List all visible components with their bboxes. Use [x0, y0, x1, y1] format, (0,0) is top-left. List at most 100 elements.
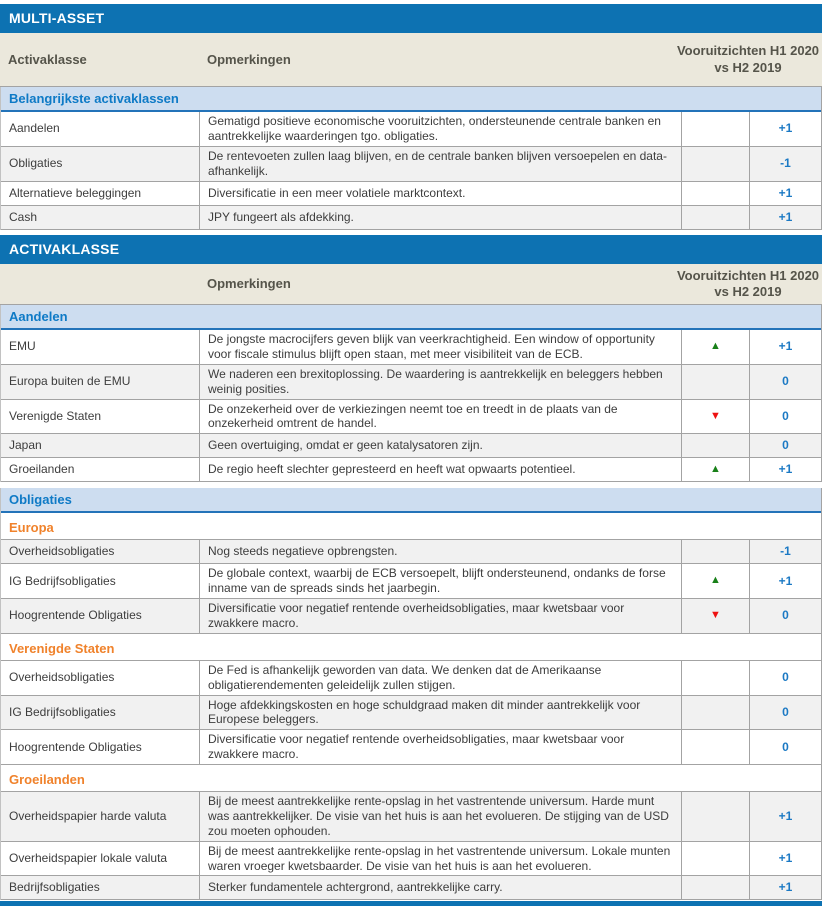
trend-cell — [682, 205, 750, 229]
asset-class-cell: IG Bedrijfsobligaties — [1, 564, 200, 598]
column-header-outlook: Vooruitzichten H1 2020 vs H2 2019 — [676, 267, 820, 299]
asset-class-cell: Verenigde Staten — [1, 399, 200, 434]
outlook-score-cell: 0 — [782, 704, 789, 719]
outlook-score-cell: 0 — [782, 670, 789, 685]
table-row: Cash JPY fungeert als afdekking. +1 — [1, 205, 821, 230]
column-header-row: Opmerkingen Vooruitzichten H1 2020 vs H2… — [0, 263, 822, 305]
outlook-score-cell: -1 — [780, 544, 791, 559]
comment-cell: Nog steeds negatieve opbrengsten. — [200, 540, 682, 564]
table-row: Hoogrentende Obligaties Diversificatie vo… — [1, 730, 821, 765]
trend-up-icon: ▲ — [710, 340, 721, 353]
comment-cell: Bij de meest aantrekkelijke rente-opslag… — [200, 841, 682, 876]
section-header-label: Aandelen — [9, 309, 68, 324]
comment-cell: Diversificatie voor negatief rentende ov… — [200, 730, 682, 764]
trend-cell: ▼ — [682, 599, 750, 633]
asset-class-cell: Overheidspapier lokale valuta — [1, 841, 200, 876]
section-header-row: Belangrijkste activaklassen — [1, 87, 821, 112]
column-header-outlook: Vooruitzichten H1 2020 vs H2 2019 — [676, 43, 820, 75]
trend-cell — [682, 146, 750, 181]
subsection-header-label: Groeilanden — [9, 772, 85, 787]
outlook-score-cell: +1 — [778, 851, 793, 866]
trend-cell — [682, 112, 750, 146]
asset-class-cell: Groeilanden — [1, 458, 200, 482]
asset-class-cell: Overheidsobligaties — [1, 660, 200, 695]
column-header-comments: Opmerkingen — [207, 276, 291, 292]
trend-down-icon: ▼ — [710, 409, 721, 422]
trend-cell: ▲ — [682, 458, 750, 482]
outlook-score-cell: +1 — [778, 121, 793, 136]
section-header-label: Obligaties — [9, 492, 72, 508]
outlook-score-cell: 0 — [782, 374, 789, 389]
comment-cell: Hoge afdekkingskosten en hoge schuldgraa… — [200, 695, 682, 730]
section-header-label: Belangrijkste activaklassen — [9, 91, 179, 106]
asset-class-cell: Aandelen — [1, 112, 200, 146]
table-row: Groeilanden De regio heeft slechter gepre… — [1, 458, 821, 483]
activaklasse-rows: Aandelen EMU De jongste macrocijfers geven… — [0, 305, 822, 901]
trend-up-icon: ▲ — [710, 574, 721, 587]
section-header-row: Obligaties — [1, 488, 821, 514]
subsection-header-row: Europa — [1, 513, 821, 541]
table-row: Japan Geen overtuiging, omdat er geen kat… — [1, 434, 821, 459]
trend-cell: ▼ — [682, 399, 750, 434]
column-header-asset — [0, 280, 200, 288]
trend-cell: ▲ — [682, 330, 750, 364]
subsection-header-label: Verenigde Staten — [9, 640, 115, 656]
asset-class-cell: Cash — [1, 205, 200, 229]
outlook-score-cell: 0 — [782, 739, 789, 754]
comment-cell: JPY fungeert als afdekking. — [200, 205, 682, 229]
asset-class-cell: Overheidspapier harde valuta — [1, 792, 200, 841]
multi-asset-title-bar: MULTI-ASSET — [0, 4, 822, 33]
comment-cell: De globale context, waarbij de ECB verso… — [200, 564, 682, 598]
outlook-score-cell: -1 — [780, 156, 791, 171]
section-gap — [0, 482, 822, 489]
comment-cell: Gematigd positieve economische vooruitzi… — [200, 112, 682, 146]
asset-class-cell: Obligaties — [1, 146, 200, 181]
table-row: Europa buiten de EMU We naderen een brexi… — [1, 364, 821, 400]
comment-cell: Geen overtuiging, omdat er geen katalysa… — [200, 434, 682, 458]
outlook-score-cell: +1 — [778, 462, 793, 477]
trend-cell: ▲ — [682, 564, 750, 598]
asset-class-cell: Hoogrentende Obligaties — [1, 599, 200, 633]
trend-cell — [682, 364, 750, 399]
table-row: Overheidsobligaties Nog steeds negatieve … — [1, 540, 821, 565]
subsection-header-row: Verenigde Staten — [1, 633, 821, 661]
column-header-comments: Opmerkingen — [207, 52, 291, 67]
comment-cell: De Fed is afhankelijk geworden van data.… — [200, 660, 682, 695]
table-row: Overheidspapier harde valuta Bij de meest… — [1, 792, 821, 842]
table-row: Hoogrentende Obligaties Diversificatie vo… — [1, 599, 821, 634]
table-row: Aandelen Gematigd positieve economische v… — [1, 112, 821, 147]
section-header-row: Aandelen — [1, 305, 821, 330]
table-row: Obligaties De rentevoeten zullen laag bli… — [1, 146, 821, 182]
comment-cell: De rentevoeten zullen laag blijven, en d… — [200, 146, 682, 181]
trend-cell — [682, 792, 750, 841]
outlook-score-cell: +1 — [778, 573, 793, 588]
comment-cell: We naderen een brexitoplossing. De waard… — [200, 364, 682, 399]
table-row: Overheidsobligaties De Fed is afhankelijk… — [1, 660, 821, 696]
trend-cell — [682, 540, 750, 564]
page: MULTI-ASSET Activaklasse Opmerkingen Voo… — [0, 4, 822, 906]
outlook-score-cell: +1 — [778, 808, 793, 823]
outlook-score-cell: 0 — [782, 408, 789, 423]
table-row: Overheidspapier lokale valuta Bij de mees… — [1, 841, 821, 877]
table-row: EMU De jongste macrocijfers geven blijk v… — [1, 330, 821, 365]
asset-class-cell: Japan — [1, 434, 200, 458]
trend-cell — [682, 841, 750, 876]
subsection-header-label: Europa — [9, 520, 54, 536]
table-row: IG Bedrijfsobligaties De globale context,… — [1, 564, 821, 599]
trend-cell — [682, 181, 750, 205]
asset-class-cell: EMU — [1, 330, 200, 364]
asset-class-cell: Hoogrentende Obligaties — [1, 730, 200, 764]
comment-cell: Bij de meest aantrekkelijke rente-opslag… — [200, 792, 682, 841]
activaklasse-table: ACTIVAKLASSE Opmerkingen Vooruitzichten … — [0, 234, 822, 901]
trend-cell — [682, 695, 750, 730]
asset-class-cell: Alternatieve beleggingen — [1, 181, 200, 205]
asset-class-cell: Europa buiten de EMU — [1, 364, 200, 399]
trend-cell — [682, 434, 750, 458]
outlook-score-cell: +1 — [778, 339, 793, 354]
multi-asset-rows: Belangrijkste activaklassen Aandelen Gemat… — [0, 87, 822, 230]
outlook-score-cell: 0 — [782, 438, 789, 453]
comment-cell: De onzekerheid over de verkiezingen neem… — [200, 399, 682, 434]
trend-cell — [682, 660, 750, 695]
bottom-accent-bar — [0, 901, 822, 906]
comment-cell: Diversificatie voor negatief rentende ov… — [200, 599, 682, 633]
